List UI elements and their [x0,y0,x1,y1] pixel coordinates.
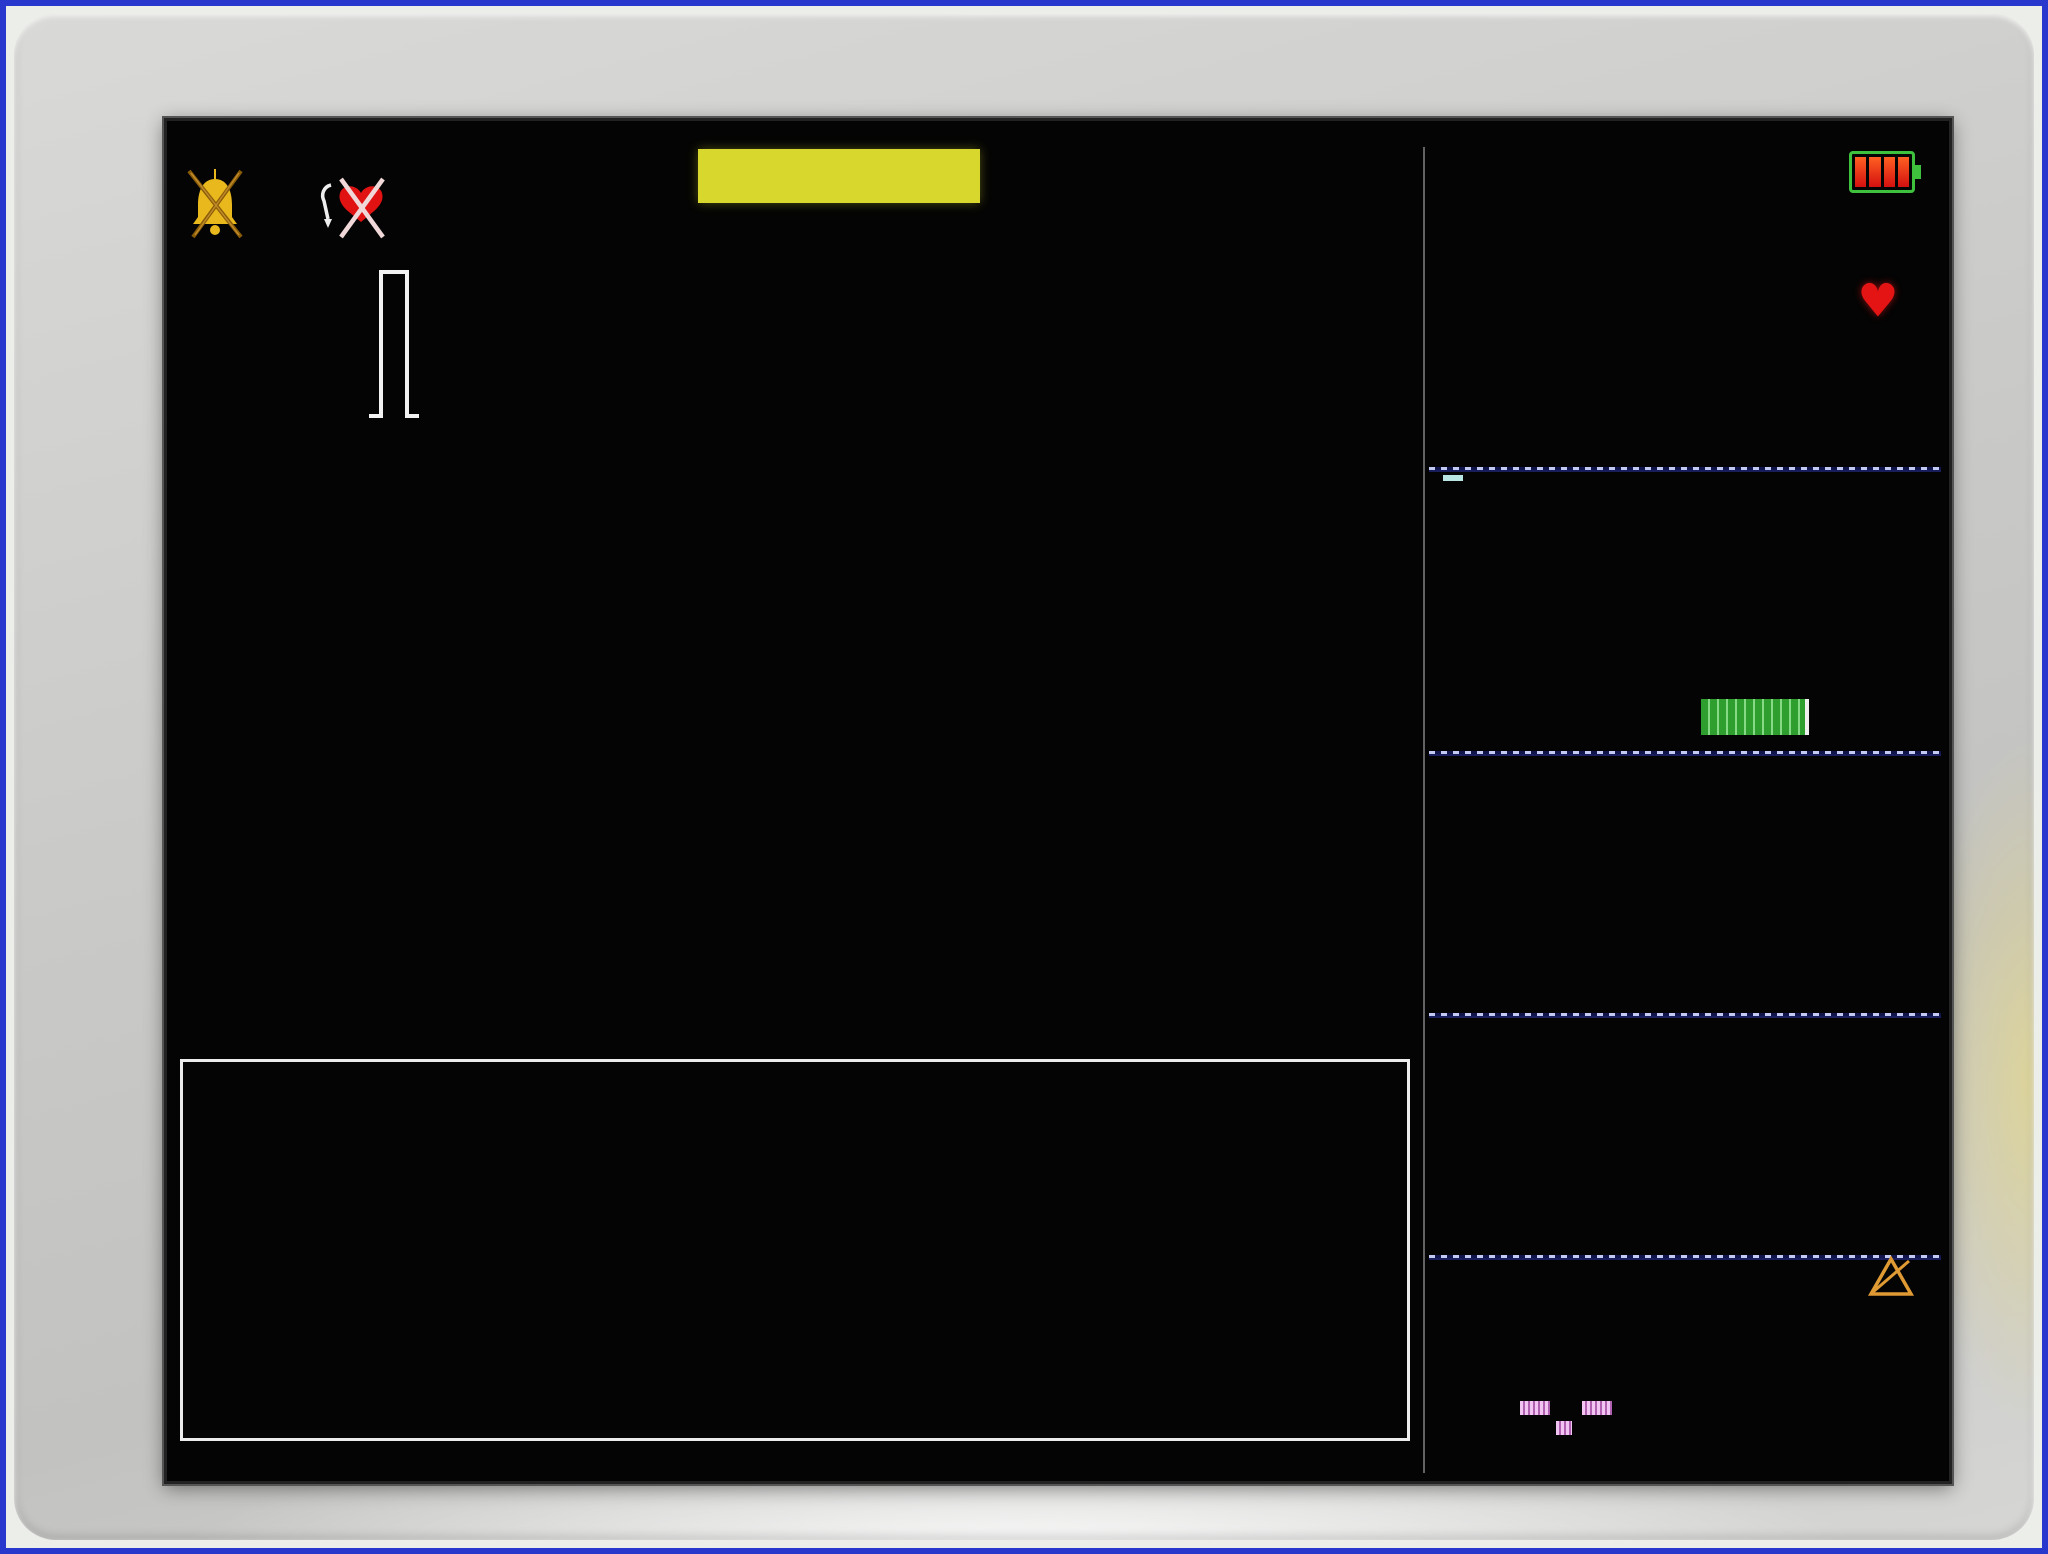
section-divider [1429,1255,1941,1258]
ecg-cal-pulse [369,270,419,418]
temp-value-placeholder [1520,1401,1550,1415]
nibp-interval-bar [1701,699,1809,735]
heart-crossed-icon [320,177,385,239]
alarm-off-triangle-icon [1867,1255,1915,1296]
temp-value-placeholder [1556,1421,1572,1435]
heart-icon: ♥ [1861,269,1895,334]
temp-value-placeholder [1582,1401,1612,1415]
ecg-waveform [369,270,419,418]
spo2-signal-bar [1873,849,1903,1003]
mode-line [501,217,627,250]
section-divider [1429,1013,1941,1016]
resp-waveform [167,721,1429,986]
section-divider [1429,467,1941,470]
section-divider [1429,751,1941,754]
alarm-banner [698,149,980,203]
alarm-silenced-icon [187,169,243,239]
panel-divider [1423,147,1425,1473]
nibp-panel-label[interactable] [1443,475,1463,481]
monitor-screen: ♥ [164,118,1952,1484]
nibp-review-table [180,1059,1410,1441]
battery-icon [1849,151,1921,193]
